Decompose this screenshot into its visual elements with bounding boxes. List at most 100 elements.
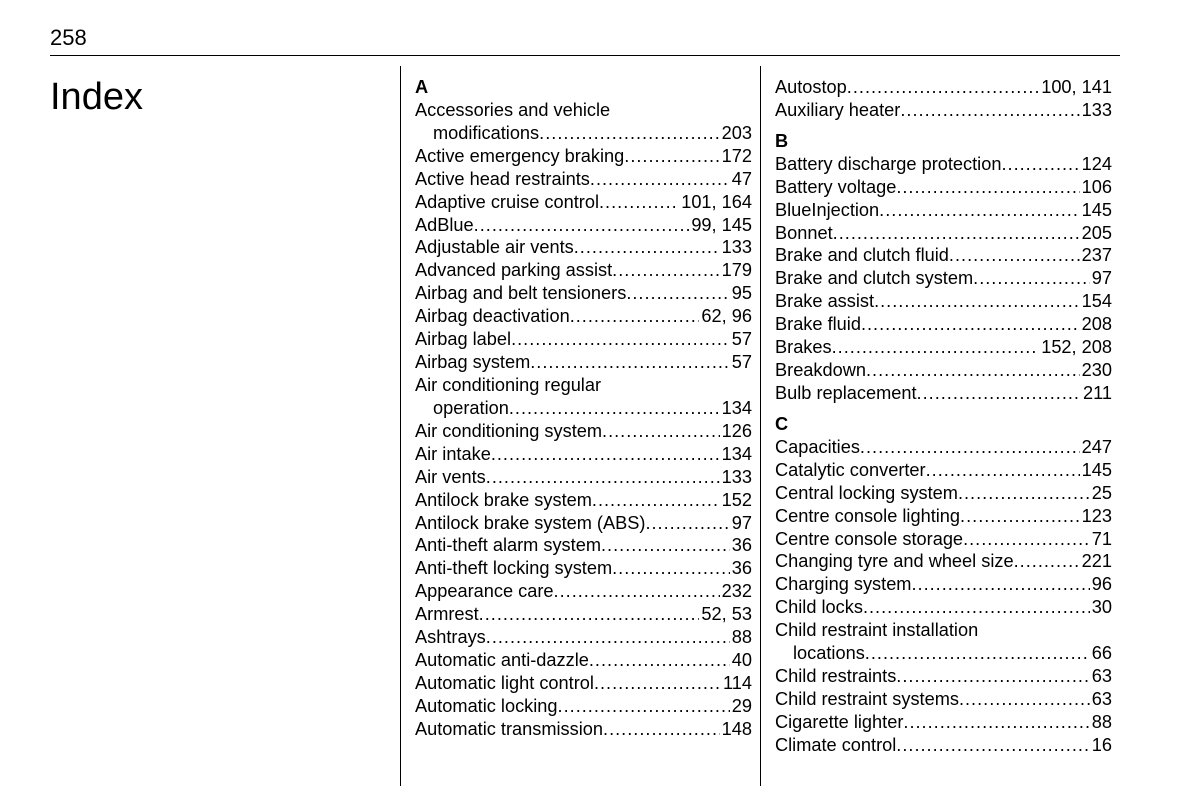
title-column: Index bbox=[50, 66, 400, 786]
index-entry: Centre console lighting 123 bbox=[775, 505, 1112, 528]
index-entry: Centre console storage 71 bbox=[775, 528, 1112, 551]
index-entry: Anti-theft alarm system 36 bbox=[415, 534, 752, 557]
leader-dots bbox=[474, 214, 690, 237]
entry-label: Antilock brake system bbox=[415, 489, 592, 512]
leader-dots bbox=[903, 711, 1089, 734]
index-entry: Antilock brake system (ABS) 97 bbox=[415, 512, 752, 535]
leader-dots bbox=[554, 580, 720, 603]
leader-dots bbox=[960, 505, 1080, 528]
entry-pages: 97 bbox=[732, 512, 752, 535]
entry-pages: 203 bbox=[722, 122, 752, 145]
entry-pages: 124 bbox=[1082, 153, 1112, 176]
entry-label: Centre console storage bbox=[775, 528, 963, 551]
leader-dots bbox=[860, 436, 1080, 459]
leader-dots bbox=[949, 244, 1080, 267]
entry-label: Air intake bbox=[415, 443, 491, 466]
leader-dots bbox=[900, 99, 1079, 122]
leader-dots bbox=[896, 665, 1089, 688]
index-entry: Ashtrays 88 bbox=[415, 626, 752, 649]
entry-pages: 205 bbox=[1082, 222, 1112, 245]
index-entry: Battery discharge protection 124 bbox=[775, 153, 1112, 176]
entry-pages: 36 bbox=[732, 557, 752, 580]
entry-label: Armrest bbox=[415, 603, 479, 626]
entry-pages: 25 bbox=[1092, 482, 1112, 505]
leader-dots bbox=[574, 236, 720, 259]
entry-label: Air conditioning system bbox=[415, 420, 602, 443]
entry-pages: 40 bbox=[732, 649, 752, 672]
entry-label: Airbag system bbox=[415, 351, 530, 374]
index-entry: locations 66 bbox=[775, 642, 1112, 665]
leader-dots bbox=[874, 290, 1080, 313]
leader-dots bbox=[511, 328, 730, 351]
index-entry: Climate control 16 bbox=[775, 734, 1112, 757]
leader-dots bbox=[847, 76, 1039, 99]
page-number: 258 bbox=[50, 25, 1120, 56]
entry-pages: 154 bbox=[1082, 290, 1112, 313]
entry-label: Automatic light control bbox=[415, 672, 594, 695]
leader-dots bbox=[973, 267, 1090, 290]
entry-label: Changing tyre and wheel size bbox=[775, 550, 1014, 573]
index-entry: Automatic transmission 148 bbox=[415, 718, 752, 741]
section-letter: A bbox=[415, 76, 752, 99]
leader-dots bbox=[896, 734, 1089, 757]
index-entry: Antilock brake system 152 bbox=[415, 489, 752, 512]
leader-dots bbox=[963, 528, 1090, 551]
entry-label: Bulb replacement bbox=[775, 382, 917, 405]
index-entry: Automatic light control 114 bbox=[415, 672, 752, 695]
entry-label: Advanced parking assist bbox=[415, 259, 612, 282]
leader-dots bbox=[612, 259, 719, 282]
leader-dots bbox=[592, 489, 720, 512]
entry-pages: 36 bbox=[732, 534, 752, 557]
index-column-1: AAccessories and vehiclemodifications 20… bbox=[400, 66, 760, 786]
entry-label: Child restraint systems bbox=[775, 688, 959, 711]
entry-label: Climate control bbox=[775, 734, 896, 757]
leader-dots bbox=[896, 176, 1079, 199]
entry-pages: 71 bbox=[1092, 528, 1112, 551]
index-entry: Airbag label 57 bbox=[415, 328, 752, 351]
leader-dots bbox=[612, 557, 730, 580]
leader-dots bbox=[509, 397, 720, 420]
leader-dots bbox=[491, 443, 720, 466]
leader-dots bbox=[863, 596, 1090, 619]
entry-label: Autostop bbox=[775, 76, 847, 99]
entry-label: Ashtrays bbox=[415, 626, 486, 649]
leader-dots bbox=[1014, 550, 1080, 573]
entry-label: Adaptive cruise control bbox=[415, 191, 599, 214]
entry-pages: 96 bbox=[1092, 573, 1112, 596]
index-entry: Charging system 96 bbox=[775, 573, 1112, 596]
index-entry: Breakdown 230 bbox=[775, 359, 1112, 382]
leader-dots bbox=[603, 718, 720, 741]
index-entry: Catalytic converter 145 bbox=[775, 459, 1112, 482]
section-letter: B bbox=[775, 130, 1112, 153]
entry-label: Brake and clutch system bbox=[775, 267, 973, 290]
entry-label: Airbag and belt tensioners bbox=[415, 282, 626, 305]
entry-label: Centre console lighting bbox=[775, 505, 960, 528]
entry-pages: 145 bbox=[1082, 459, 1112, 482]
index-entry: Accessories and vehicle bbox=[415, 99, 752, 122]
content-area: Index AAccessories and vehiclemodificati… bbox=[50, 66, 1120, 786]
index-entry: Air vents 133 bbox=[415, 466, 752, 489]
entry-pages: 99, 145 bbox=[691, 214, 752, 237]
index-entry: Brake assist 154 bbox=[775, 290, 1112, 313]
entry-label: Active emergency braking bbox=[415, 145, 624, 168]
entry-pages: 221 bbox=[1082, 550, 1112, 573]
entry-pages: 30 bbox=[1092, 596, 1112, 619]
entry-label: Central locking system bbox=[775, 482, 958, 505]
entry-pages: 123 bbox=[1082, 505, 1112, 528]
entry-pages: 114 bbox=[723, 672, 752, 695]
entry-pages: 88 bbox=[732, 626, 752, 649]
index-entry: Automatic anti-dazzle 40 bbox=[415, 649, 752, 672]
entry-pages: 145 bbox=[1082, 199, 1112, 222]
leader-dots bbox=[1001, 153, 1079, 176]
entry-label: Active head restraints bbox=[415, 168, 590, 191]
index-entry: Child restraint systems 63 bbox=[775, 688, 1112, 711]
entry-label: Auxiliary heater bbox=[775, 99, 900, 122]
leader-dots bbox=[917, 382, 1081, 405]
entry-label: Airbag label bbox=[415, 328, 511, 351]
index-entry: Automatic locking 29 bbox=[415, 695, 752, 718]
index-entry: Air conditioning system 126 bbox=[415, 420, 752, 443]
index-page: 258 Index AAccessories and vehiclemodifi… bbox=[0, 0, 1200, 802]
entry-pages: 29 bbox=[732, 695, 752, 718]
entry-pages: 211 bbox=[1083, 382, 1112, 405]
entry-pages: 133 bbox=[722, 236, 752, 259]
